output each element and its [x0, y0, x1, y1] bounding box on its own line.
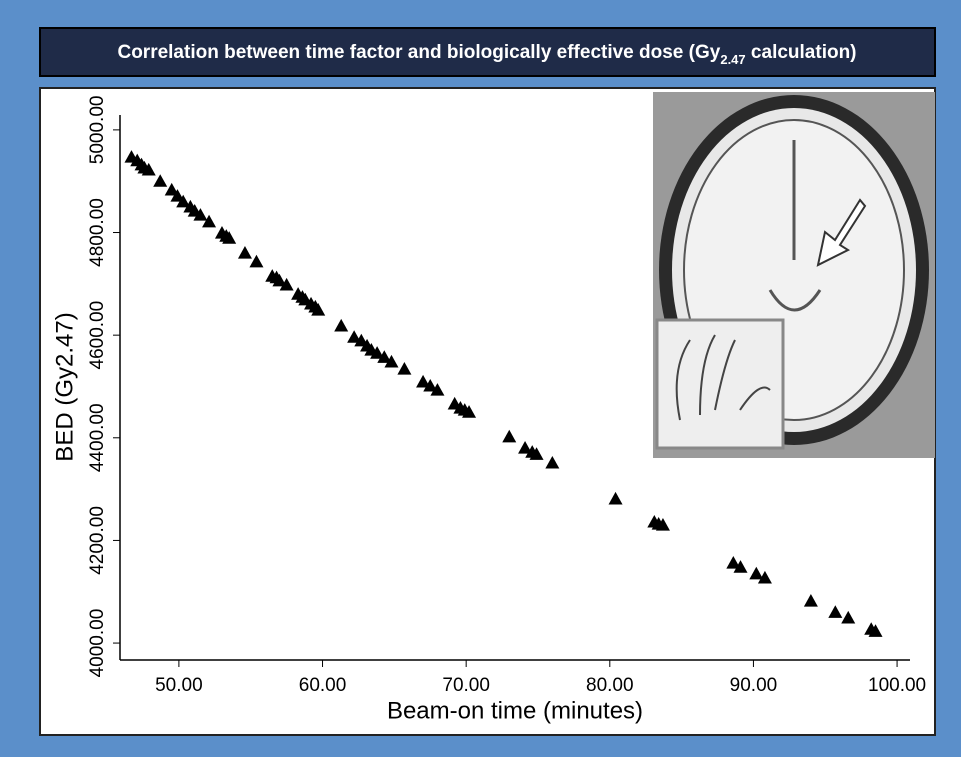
point	[655, 518, 670, 531]
point	[726, 556, 741, 569]
point	[518, 441, 533, 454]
point	[164, 182, 179, 196]
point	[170, 189, 185, 202]
point	[397, 362, 412, 375]
chart-title: Correlation between time factor and biol…	[117, 42, 856, 67]
point	[803, 593, 818, 607]
point	[377, 350, 392, 363]
title-subscript: 2.47	[720, 52, 745, 67]
point	[841, 610, 856, 624]
x-tick-label: 50.00	[155, 675, 203, 696]
x-tick-label: 60.00	[299, 675, 347, 696]
point	[347, 330, 362, 343]
point	[176, 194, 191, 208]
point	[502, 429, 517, 443]
point	[334, 318, 349, 332]
point	[757, 570, 772, 584]
y-tick-label: 5000.00	[87, 96, 108, 165]
point	[462, 405, 477, 418]
point	[193, 208, 208, 221]
point	[828, 605, 843, 618]
point	[384, 354, 399, 368]
point	[416, 374, 431, 388]
y-tick-label: 4400.00	[87, 403, 108, 472]
point	[529, 447, 544, 460]
hand-lines	[675, 334, 771, 421]
y-tick-label: 4600.00	[87, 301, 108, 370]
x-tick-label: 100.00	[868, 675, 926, 696]
point	[237, 246, 252, 259]
title-suffix: calculation)	[746, 42, 857, 63]
arrow	[816, 198, 867, 267]
x-tick-label: 90.00	[730, 675, 778, 696]
point	[370, 346, 385, 359]
inset-image	[653, 92, 935, 458]
point	[311, 303, 326, 316]
point	[423, 378, 438, 392]
point	[733, 560, 748, 573]
y-tick-label: 4200.00	[87, 506, 108, 575]
y-tick-label: 4000.00	[87, 609, 108, 678]
point	[272, 273, 287, 287]
point	[868, 624, 883, 637]
y-axis-label: BED (Gy2.47)	[51, 312, 78, 461]
point	[279, 277, 294, 291]
title-text: Correlation between time factor and biol…	[117, 42, 720, 63]
point	[608, 491, 623, 505]
y-tick-label: 4800.00	[87, 198, 108, 267]
point	[141, 162, 156, 176]
point	[545, 455, 560, 469]
point	[153, 174, 168, 187]
point	[749, 566, 764, 580]
x-tick-label: 80.00	[586, 675, 634, 696]
x-tick-label: 70.00	[442, 675, 490, 696]
brain-lines	[768, 140, 822, 312]
x-axis-label: Beam-on time (minutes)	[387, 697, 643, 724]
point	[222, 231, 237, 244]
point	[430, 383, 445, 396]
point	[202, 214, 217, 228]
point	[249, 254, 264, 268]
title-banner	[39, 27, 936, 77]
